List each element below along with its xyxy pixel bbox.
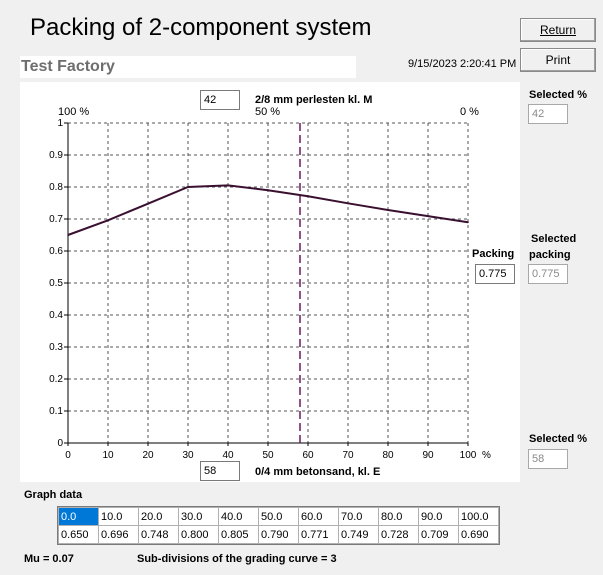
data-point	[107, 219, 109, 222]
table-cell[interactable]: 60.0	[298, 507, 339, 526]
table-cell[interactable]: 0.790	[258, 525, 299, 544]
x-tick-label: 80	[382, 450, 394, 461]
y-tick-label: 0.7	[49, 214, 63, 225]
graph-data-label: Graph data	[24, 489, 83, 501]
table-cell[interactable]: 0.0	[58, 507, 99, 526]
y-tick-label: 0.3	[49, 342, 63, 353]
y-tick-label: 0.6	[49, 246, 63, 257]
factory-name: Test Factory	[20, 56, 356, 78]
data-point	[427, 215, 429, 217]
packing-value-input[interactable]: 0.775	[475, 264, 515, 284]
packing-chart: 0 10 20 30 40 50 60 70 80 90 100 % 0 0.1 0.2 0.3 0.4 0.5 0…	[49, 118, 491, 461]
x-tick-label: 50	[262, 450, 274, 461]
table-cell[interactable]: 0.690	[458, 525, 499, 544]
table-cell[interactable]: 0.771	[298, 525, 339, 544]
x-tick-label: 30	[182, 450, 194, 461]
table-cell[interactable]: 0.805	[218, 525, 259, 544]
print-button[interactable]: Print	[520, 48, 596, 72]
selected-packing-label-2: packing	[529, 249, 571, 261]
table-cell[interactable]: 0.800	[178, 525, 219, 544]
selected-packing-field: 0.775	[528, 264, 568, 284]
y-tick-label: 0.2	[49, 374, 63, 385]
y-tick-label: 1	[57, 118, 63, 129]
x-tick-label: 20	[142, 450, 154, 461]
table-cell[interactable]: 0.749	[338, 525, 379, 544]
selected-percent-field: 42	[528, 104, 568, 124]
table-cell[interactable]: 0.728	[378, 525, 419, 544]
table-cell[interactable]: 0.709	[418, 525, 459, 544]
data-point	[347, 202, 349, 205]
table-cell[interactable]: 0.650	[58, 525, 99, 544]
data-point	[307, 195, 309, 198]
bottom-component-input[interactable]: 58	[200, 461, 240, 481]
data-point	[267, 189, 269, 191]
table-cell[interactable]: 70.0	[338, 507, 379, 526]
y-tick-label: 0.8	[49, 182, 63, 193]
selected-percent2-field: 58	[528, 449, 568, 469]
selected-percent2-label: Selected %	[529, 433, 588, 445]
data-point	[467, 221, 469, 223]
y-tick-label: 0.4	[49, 310, 63, 321]
table-cell[interactable]: 50.0	[258, 507, 299, 526]
x-tick-label: 70	[342, 450, 354, 461]
table-cell[interactable]: 80.0	[378, 507, 419, 526]
return-button[interactable]: Return	[520, 18, 596, 42]
x-tick-label: 0	[65, 450, 71, 461]
top-pct-left: 100 %	[58, 106, 90, 118]
x-tick-label: 40	[222, 450, 234, 461]
print-button-label: Print	[545, 53, 571, 67]
data-point	[387, 209, 389, 211]
table-cell[interactable]: 0.748	[138, 525, 179, 544]
table-cell[interactable]: 90.0	[418, 507, 459, 526]
y-tick-label: 0.1	[49, 406, 63, 417]
chart-panel: 0 10 20 30 40 50 60 70 80 90 100% 0 0.1 0.2 0.3 0.4 0.5 0…	[20, 82, 520, 482]
data-point	[67, 234, 69, 236]
top-pct-right: 0 %	[460, 106, 479, 118]
table-cell[interactable]: 0.696	[98, 525, 139, 544]
x-tick-label: 100	[460, 450, 477, 461]
top-component-input[interactable]: 42	[200, 90, 240, 110]
packing-label: Packing	[472, 248, 515, 260]
table-row: 0.650 0.696 0.748 0.800 0.805 0.790 0.77…	[58, 525, 499, 544]
table-cell[interactable]: 30.0	[178, 507, 219, 526]
table-row: 0.0 10.0 20.0 30.0 40.0 50.0 60.0 70.0 8…	[58, 507, 499, 526]
x-tick-label: 60	[302, 450, 314, 461]
top-component-name: 2/8 mm perlesten kl. M	[255, 94, 373, 106]
selected-percent-label: Selected %	[529, 89, 588, 101]
table-cell[interactable]: 40.0	[218, 507, 259, 526]
page-title: Packing of 2-component system	[30, 14, 372, 41]
bottom-component-name: 0/4 mm betonsand, kl. E	[255, 466, 381, 478]
x-axis-unit: %	[482, 450, 491, 461]
data-point	[227, 184, 229, 187]
data-point	[187, 186, 189, 188]
top-pct-mid: 50 %	[255, 106, 281, 118]
return-button-label: Return	[539, 23, 577, 37]
table-cell[interactable]: 20.0	[138, 507, 179, 526]
table-cell[interactable]: 100.0	[458, 507, 499, 526]
subdivisions-label: Sub-divisions of the grading curve = 3	[137, 553, 337, 565]
y-tick-label: 0	[57, 438, 63, 449]
data-point	[147, 202, 149, 205]
y-tick-label: 0.5	[49, 278, 63, 289]
graph-data-table[interactable]: 0.0 10.0 20.0 30.0 40.0 50.0 60.0 70.0 8…	[57, 506, 500, 545]
datetime-label: 9/15/2023 2:20:41 PM	[408, 58, 517, 70]
y-tick-label: 0.9	[49, 150, 63, 161]
mu-label: Mu = 0.07	[24, 553, 74, 565]
selected-packing-label-1: Selected	[531, 233, 577, 245]
x-tick-label: 10	[102, 450, 114, 461]
x-tick-label: 90	[422, 450, 434, 461]
table-cell[interactable]: 10.0	[98, 507, 139, 526]
